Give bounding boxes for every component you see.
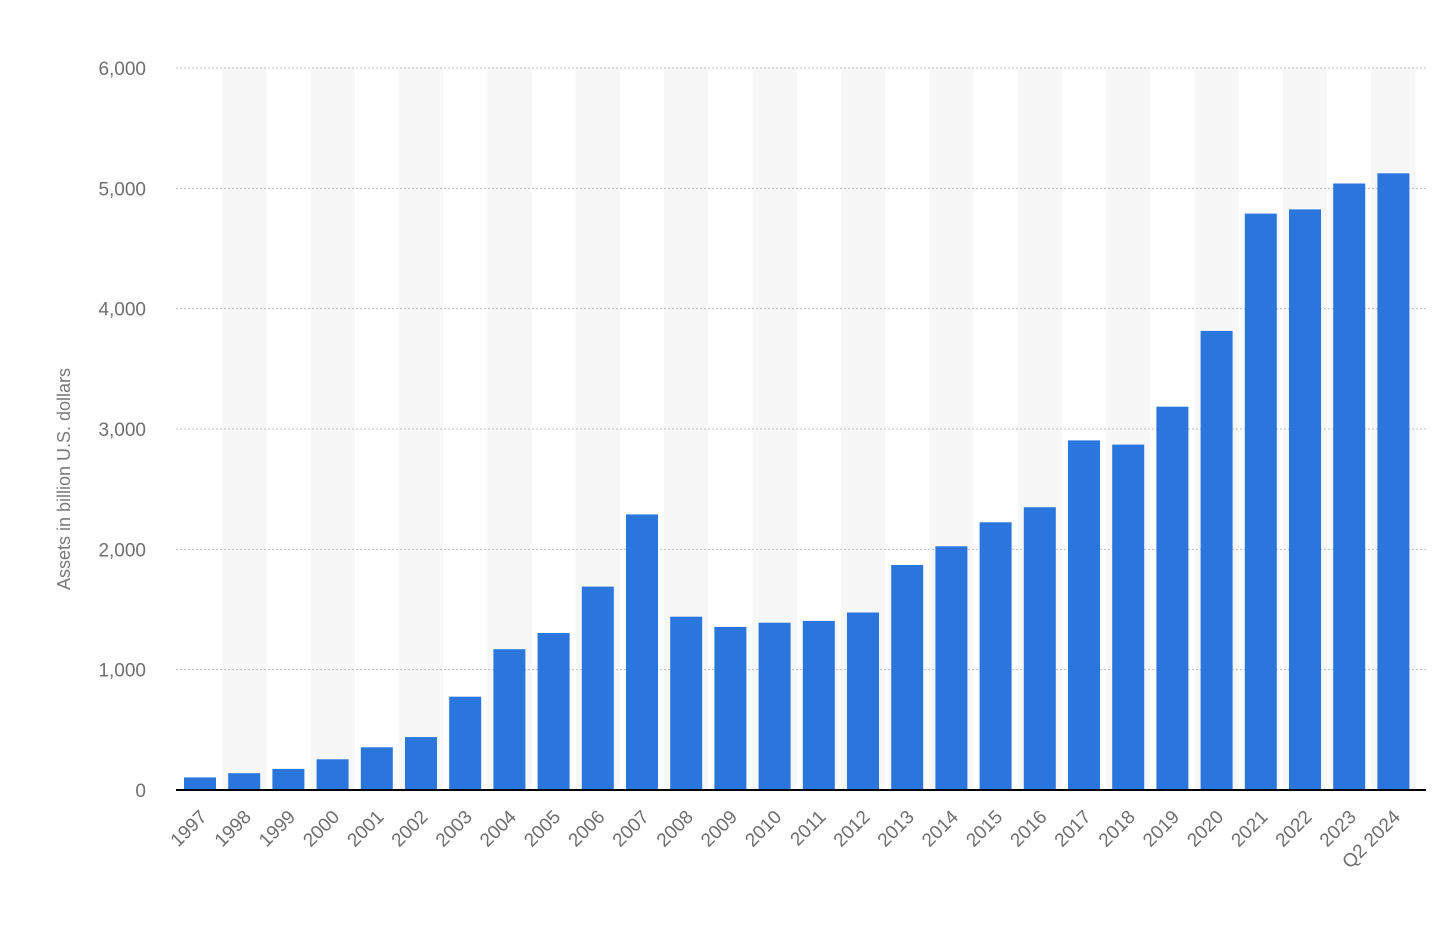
x-tick-label: 2003 <box>432 807 477 852</box>
y-axis-title: Assets in billion U.S. dollars <box>54 368 74 590</box>
x-tick-label: 2016 <box>1007 807 1052 852</box>
bar-2007[interactable] <box>626 514 658 790</box>
y-tick-label: 0 <box>135 781 146 802</box>
bar-2020[interactable] <box>1200 330 1233 790</box>
y-tick-label: 1,000 <box>98 661 146 682</box>
x-tick-label: 2011 <box>787 807 831 851</box>
bar-2023[interactable] <box>1333 183 1366 791</box>
x-tick-label: 2004 <box>476 806 521 851</box>
x-tick-label: 2022 <box>1272 807 1317 852</box>
y-tick-label: 5,000 <box>98 179 146 200</box>
bar-2018[interactable] <box>1112 444 1145 790</box>
x-tick-label: 2014 <box>918 806 963 851</box>
x-tick-label: 2005 <box>520 807 565 852</box>
bar-2008[interactable] <box>670 616 703 790</box>
x-tick-label: 2021 <box>1228 807 1273 852</box>
bar-2006[interactable] <box>581 586 614 790</box>
x-tick-label: 2002 <box>388 807 433 852</box>
bar-2011[interactable] <box>802 620 835 790</box>
bar-2000[interactable] <box>316 759 349 790</box>
bar-2002[interactable] <box>405 737 437 790</box>
bar-2012[interactable] <box>847 612 879 791</box>
bar-1998[interactable] <box>228 773 261 790</box>
bar-2015[interactable] <box>979 522 1012 790</box>
bar-1997[interactable] <box>184 777 216 790</box>
x-axis-tick-labels: 1997 1998 1999 2000 2001 2002 2003 2004 2005 2006… <box>167 806 1405 873</box>
x-tick-label: 2001 <box>344 807 389 852</box>
y-tick-label: 2,000 <box>98 540 146 561</box>
x-tick-label: 2019 <box>1139 807 1184 852</box>
x-tick-label: 2000 <box>299 807 344 852</box>
x-tick-label: 2018 <box>1095 807 1140 852</box>
bar-1999[interactable] <box>272 768 305 790</box>
x-tick-label: 2020 <box>1183 807 1228 852</box>
x-tick-label: 2006 <box>565 807 610 852</box>
bar-2001[interactable] <box>360 747 393 790</box>
bar-2005[interactable] <box>537 633 570 790</box>
bar-2004[interactable] <box>493 649 526 790</box>
bar-2022[interactable] <box>1289 209 1321 790</box>
bar-2003[interactable] <box>449 696 482 790</box>
x-tick-label: 2007 <box>609 807 654 852</box>
y-tick-label: 4,000 <box>98 300 146 321</box>
bar-2013[interactable] <box>891 565 924 790</box>
bar-2010[interactable] <box>758 622 791 790</box>
x-tick-label: 2008 <box>653 807 698 852</box>
x-tick-label: 2009 <box>697 807 742 852</box>
bar-2021[interactable] <box>1244 213 1277 791</box>
x-tick-label: 1998 <box>211 807 256 852</box>
bar-2019[interactable] <box>1156 406 1189 790</box>
x-tick-label: 2017 <box>1051 807 1096 852</box>
bar-2014[interactable] <box>935 546 968 790</box>
y-axis-tick-labels: 0 1,000 2,000 3,000 4,000 5,000 6,000 <box>98 59 146 802</box>
bar-q2-2024[interactable] <box>1377 173 1410 791</box>
y-tick-label: 3,000 <box>98 420 146 441</box>
x-tick-label: 2013 <box>874 807 919 852</box>
x-tick-label: 1997 <box>167 807 212 852</box>
bar-2017[interactable] <box>1068 440 1100 790</box>
x-tick-label: 1999 <box>255 807 300 852</box>
bar-2009[interactable] <box>714 626 747 790</box>
bar-2016[interactable] <box>1023 507 1056 790</box>
x-tick-label: 2010 <box>741 807 786 852</box>
bars <box>184 173 1410 791</box>
x-tick-label: 2015 <box>962 807 1007 852</box>
y-tick-label: 6,000 <box>98 59 146 80</box>
x-tick-label: 2012 <box>830 807 875 852</box>
